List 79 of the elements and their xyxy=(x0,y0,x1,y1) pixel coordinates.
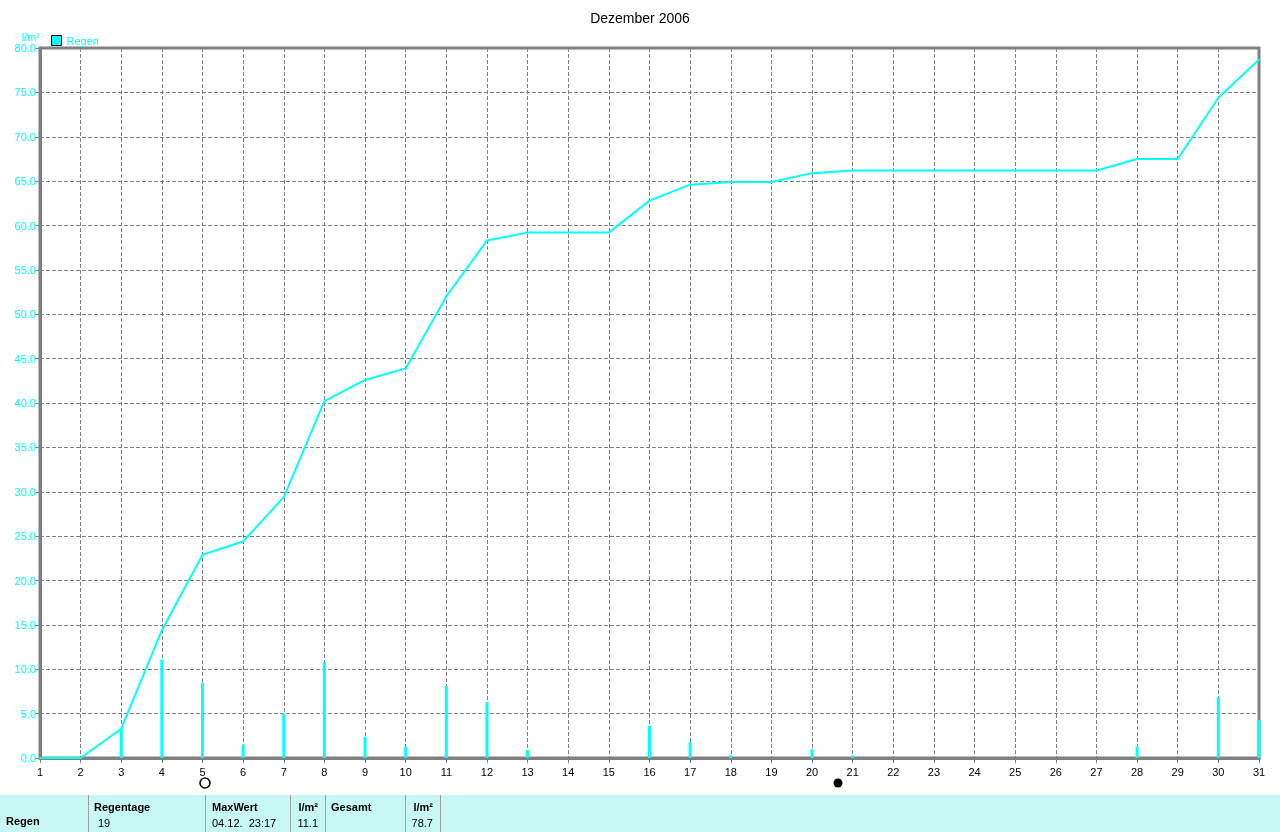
x-tick-label: 18 xyxy=(724,765,737,778)
x-tick-label: 8 xyxy=(321,765,328,778)
x-tick-label: 17 xyxy=(684,765,697,778)
y-tick-label: 80.0 xyxy=(14,42,36,54)
y-tick-label: 65.0 xyxy=(14,175,36,188)
x-tick-label: 16 xyxy=(643,765,656,778)
x-tick-label: 24 xyxy=(968,765,981,778)
bar xyxy=(810,749,814,758)
x-tick-label: 28 xyxy=(1130,765,1144,778)
bar xyxy=(485,702,489,758)
x-tick-label: 27 xyxy=(1090,765,1103,778)
bar xyxy=(526,750,530,758)
bar xyxy=(1135,746,1139,758)
x-tick-label: 10 xyxy=(399,765,412,778)
x-tick-label: 19 xyxy=(765,765,778,778)
y-tick-label: 25.0 xyxy=(14,530,36,543)
bar xyxy=(1216,696,1220,758)
text: 78.7 xyxy=(410,817,433,829)
x-tick-label: 13 xyxy=(521,765,534,778)
x-tick-label: 9 xyxy=(362,765,369,778)
y-tick-label: 15.0 xyxy=(14,618,36,631)
bar xyxy=(1257,719,1261,758)
bar xyxy=(201,682,205,758)
text: Gesamt xyxy=(331,801,372,813)
x-tick-label: 21 xyxy=(846,765,859,778)
x-tick-label: 23 xyxy=(927,765,941,778)
x-tick-label: 30 xyxy=(1212,765,1225,778)
legend-label: Regen xyxy=(66,34,99,47)
text: l/m² xyxy=(412,801,433,813)
x-tick-label: 31 xyxy=(1252,765,1266,778)
x-tick-label: 6 xyxy=(240,765,247,778)
chart-title: Dezember 2006 xyxy=(590,10,691,26)
x-tick-label: 25 xyxy=(1009,765,1022,778)
y-tick-label: 0.0 xyxy=(20,752,36,764)
x-tick-label: 26 xyxy=(1049,765,1062,778)
text: 04.12. 23:17 xyxy=(212,817,277,829)
x-tick-label: 29 xyxy=(1171,765,1184,778)
y-tick-label: 55.0 xyxy=(14,263,36,276)
y-tick-label: 5.0 xyxy=(20,707,36,720)
bar xyxy=(322,662,326,758)
y-tick-label: 75.0 xyxy=(14,86,36,99)
text: Regen xyxy=(6,815,40,827)
bar xyxy=(241,744,245,758)
text: MaxWert xyxy=(212,801,258,813)
bar xyxy=(729,755,733,758)
text: Regentage xyxy=(94,801,151,813)
bar xyxy=(282,713,286,758)
bar xyxy=(851,755,855,758)
bar xyxy=(160,659,164,758)
bar xyxy=(444,686,448,758)
y-tick-label: 45.0 xyxy=(14,352,36,365)
y-tick-label: 50.0 xyxy=(14,308,36,321)
x-tick-label: 11 xyxy=(440,765,453,778)
y-tick-label: 70.0 xyxy=(14,130,36,143)
y-tick-label: 30.0 xyxy=(14,485,36,498)
text: l/m² xyxy=(297,801,318,813)
bar xyxy=(363,736,367,758)
x-tick-label: 20 xyxy=(805,765,819,778)
x-tick-label: 22 xyxy=(887,765,900,778)
text: 19 xyxy=(98,817,111,829)
y-tick-label: 60.0 xyxy=(14,219,36,232)
x-tick-label: 12 xyxy=(480,765,494,778)
bar xyxy=(404,746,408,758)
y-axis-title: l/m² xyxy=(21,30,41,43)
x-tick-label: 14 xyxy=(562,765,575,778)
x-tick-label: 3 xyxy=(118,765,125,778)
text: 11.1 xyxy=(296,817,318,829)
bar xyxy=(688,742,692,758)
y-tick-label: 10.0 xyxy=(14,663,36,676)
y-tick-label: 20.0 xyxy=(14,574,36,587)
x-tick-label: 15 xyxy=(602,765,615,778)
x-tick-label: 7 xyxy=(280,765,287,778)
x-tick-label: 2 xyxy=(77,765,84,778)
x-tick-label: 1 xyxy=(36,765,44,778)
x-tick-label: 4 xyxy=(158,765,165,778)
x-tick-label: 5 xyxy=(199,765,206,778)
y-tick-label: 35.0 xyxy=(14,441,36,454)
bar xyxy=(648,726,651,758)
y-tick-label: 40.0 xyxy=(14,397,36,409)
